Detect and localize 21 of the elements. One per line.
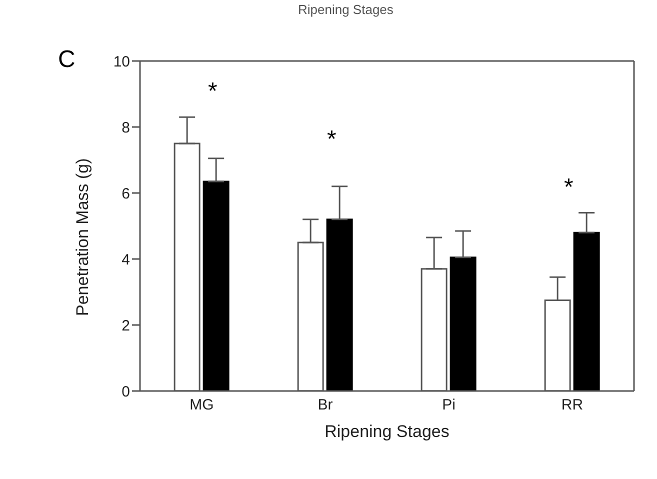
y-tick-label: 8 bbox=[122, 119, 130, 136]
annotation: * bbox=[208, 78, 218, 105]
x-tick-label: RR bbox=[561, 396, 584, 414]
bar bbox=[326, 218, 353, 391]
y-axis-title: Penetration Mass (g) bbox=[73, 158, 92, 316]
x-tick-label: MG bbox=[190, 396, 214, 414]
text: Ripening Stages bbox=[298, 2, 394, 17]
bar bbox=[202, 180, 230, 391]
y-tick-label: 0 bbox=[122, 383, 130, 400]
annotation: * bbox=[327, 126, 336, 153]
x-axis-title: Ripening Stages bbox=[324, 422, 450, 441]
annotation: * bbox=[564, 174, 574, 201]
text: C bbox=[58, 46, 76, 74]
y-tick-label: 2 bbox=[122, 317, 130, 334]
y-tick-label: 6 bbox=[122, 185, 130, 202]
y-tick-label: 4 bbox=[122, 251, 130, 268]
bar bbox=[573, 232, 600, 391]
y-tick-label: 10 bbox=[113, 53, 130, 70]
x-tick-label: Br bbox=[318, 396, 333, 414]
x-tick-label: Pi bbox=[442, 396, 456, 414]
bar bbox=[450, 256, 476, 391]
